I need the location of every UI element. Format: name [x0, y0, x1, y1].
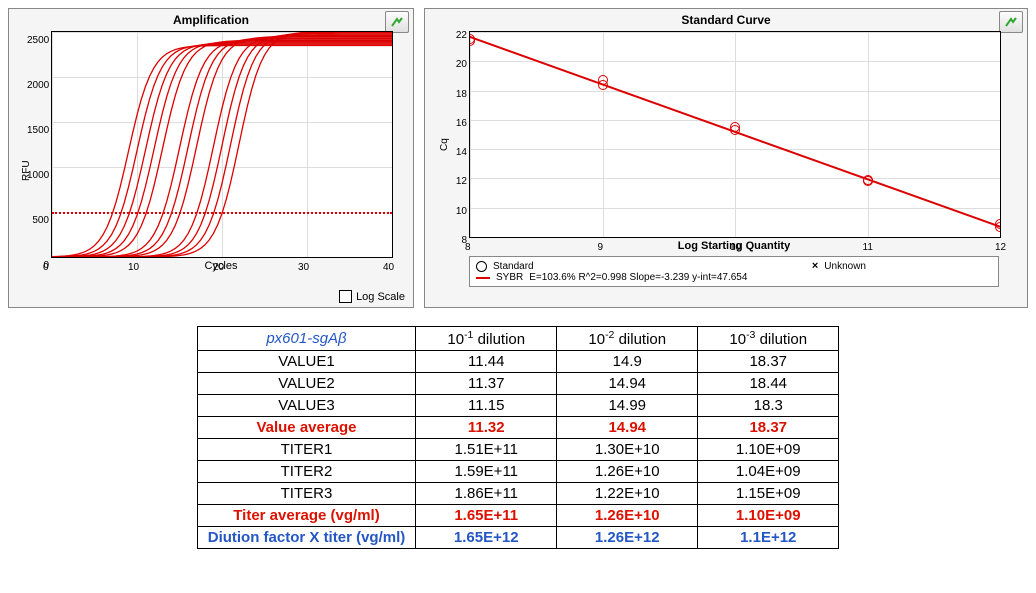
table-row: Titer average (vg/ml)1.65E+111.26E+101.1…: [197, 505, 839, 527]
table-row: VALUE211.3714.9418.44: [197, 373, 839, 395]
table-cell: 1.26E+10: [557, 505, 698, 527]
table-cell: 11.15: [416, 395, 557, 417]
table-header-row: px601-sgAβ 10-1 dilution 10-2 dilution 1…: [197, 327, 839, 351]
table-cell: 1.65E+11: [416, 505, 557, 527]
row-label: TITER3: [197, 483, 416, 505]
table-cell: 1.10E+09: [698, 439, 839, 461]
table-cell: 1.1E+12: [698, 527, 839, 549]
log-scale-label: Log Scale: [356, 291, 405, 303]
table-cell: 14.9: [557, 351, 698, 373]
table-cell: 14.94: [557, 373, 698, 395]
table-cell: 1.51E+11: [416, 439, 557, 461]
row-label: VALUE2: [197, 373, 416, 395]
table-cell: 11.32: [416, 417, 557, 439]
table-row: TITER31.86E+111.22E+101.15E+09: [197, 483, 839, 505]
results-table: px601-sgAβ 10-1 dilution 10-2 dilution 1…: [197, 326, 840, 549]
table-row: VALUE111.4414.918.37: [197, 351, 839, 373]
standard-curve-title: Standard Curve: [429, 13, 1023, 27]
col-header: 10-3 dilution: [698, 327, 839, 351]
table-cell: 1.04E+09: [698, 461, 839, 483]
row-label: VALUE1: [197, 351, 416, 373]
export-icon[interactable]: [385, 11, 409, 33]
log-scale-toggle[interactable]: Log Scale: [339, 290, 405, 303]
sc-legend: Standard × Unknown SYBR E=103.6% R^2=0.9…: [469, 256, 999, 287]
table-cell: 1.59E+11: [416, 461, 557, 483]
table-cell: 1.10E+09: [698, 505, 839, 527]
standard-curve-plot: [469, 31, 1001, 238]
table-cell: 18.44: [698, 373, 839, 395]
charts-row: Amplification RFU 05001000150020002500 0…: [8, 8, 1028, 308]
legend-sybr-prefix: SYBR: [496, 272, 523, 283]
table-row: VALUE311.1514.9918.3: [197, 395, 839, 417]
row-label: Titer average (vg/ml): [197, 505, 416, 527]
sample-name-header: px601-sgAβ: [197, 327, 416, 351]
table-row: Value average11.3214.9418.37: [197, 417, 839, 439]
row-label: VALUE3: [197, 395, 416, 417]
export-icon[interactable]: [999, 11, 1023, 33]
col-header: 10-1 dilution: [416, 327, 557, 351]
table-cell: 18.3: [698, 395, 839, 417]
amplification-title: Amplification: [13, 13, 409, 27]
legend-unknown-label: Unknown: [824, 261, 866, 272]
table-row: TITER21.59E+111.26E+101.04E+09: [197, 461, 839, 483]
table-cell: 1.15E+09: [698, 483, 839, 505]
table-row: TITER11.51E+111.30E+101.10E+09: [197, 439, 839, 461]
legend-standard-icon: [476, 261, 487, 272]
legend-unknown-icon: ×: [812, 260, 818, 272]
row-label: TITER1: [197, 439, 416, 461]
col-header: 10-2 dilution: [557, 327, 698, 351]
table-cell: 1.65E+12: [416, 527, 557, 549]
row-label: Value average: [197, 417, 416, 439]
table-cell: 18.37: [698, 351, 839, 373]
checkbox-icon: [339, 290, 352, 303]
table-row: Diution factor X titer (vg/ml)1.65E+121.…: [197, 527, 839, 549]
table-body: VALUE111.4414.918.37VALUE211.3714.9418.4…: [197, 351, 839, 549]
legend-sybr-text: E=103.6% R^2=0.998 Slope=-3.239 y-int=47…: [529, 272, 747, 283]
table-cell: 14.94: [557, 417, 698, 439]
table-cell: 1.26E+10: [557, 461, 698, 483]
sc-y-label: Cq: [439, 138, 450, 151]
row-label: Diution factor X titer (vg/ml): [197, 527, 416, 549]
table-cell: 14.99: [557, 395, 698, 417]
amplification-panel: Amplification RFU 05001000150020002500 0…: [8, 8, 414, 308]
standard-curve-panel: Standard Curve Cq 810121416182022 891011…: [424, 8, 1028, 308]
table-cell: 1.26E+12: [557, 527, 698, 549]
table-cell: 1.86E+11: [416, 483, 557, 505]
legend-standard-label: Standard: [493, 261, 534, 272]
table-cell: 18.37: [698, 417, 839, 439]
amplification-plot: [51, 31, 393, 258]
table-cell: 1.30E+10: [557, 439, 698, 461]
table-cell: 1.22E+10: [557, 483, 698, 505]
row-label: TITER2: [197, 461, 416, 483]
legend-sybr-icon: [476, 277, 490, 279]
table-cell: 11.44: [416, 351, 557, 373]
table-cell: 11.37: [416, 373, 557, 395]
